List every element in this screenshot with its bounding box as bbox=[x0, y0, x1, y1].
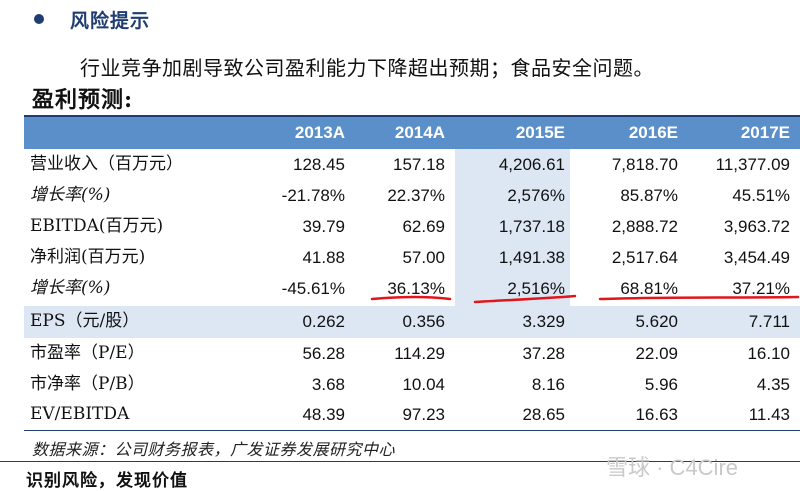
cell: 8.16 bbox=[531, 375, 565, 394]
cell: 37.28 bbox=[522, 344, 565, 363]
row-label: 增长率(%) bbox=[30, 185, 111, 205]
bullet-icon bbox=[34, 14, 44, 24]
row-label: 营业收入（百万元） bbox=[30, 154, 183, 174]
row-label: 增长率(%) bbox=[30, 278, 111, 298]
table-bottom-rule bbox=[24, 430, 800, 431]
row-profit-growth: 增长率(%) -45.61% 36.13% 2,516% 68.81% 37.2… bbox=[0, 273, 800, 304]
cell: 0.356 bbox=[402, 312, 445, 331]
cell: 56.28 bbox=[302, 344, 345, 363]
cell: 45.51% bbox=[732, 186, 790, 205]
cell: -21.78% bbox=[281, 186, 345, 205]
cell: 2,517.64 bbox=[611, 248, 678, 267]
cell: 37.21% bbox=[732, 279, 790, 298]
row-label: EPS（元/股） bbox=[30, 311, 140, 331]
row-label: EBITDA(百万元) bbox=[30, 216, 164, 236]
risk-heading: 风险提示 bbox=[34, 6, 150, 32]
cell: 57.00 bbox=[402, 248, 445, 267]
row-revenue-growth: 增长率(%) -21.78% 22.37% 2,576% 85.87% 45.5… bbox=[0, 180, 800, 211]
row-ev-ebitda: EV/EBITDA 48.39 97.23 28.65 16.63 11.43 bbox=[0, 399, 800, 430]
cell: 16.63 bbox=[635, 405, 678, 424]
cell: 2,516% bbox=[507, 279, 565, 298]
header-2015e: 2015E bbox=[515, 123, 565, 142]
row-pe: 市盈率（P/E） 56.28 114.29 37.28 22.09 16.10 bbox=[0, 338, 800, 369]
cell: 22.37% bbox=[387, 186, 445, 205]
eps-row-band bbox=[24, 306, 800, 338]
cell: 3,963.72 bbox=[723, 217, 790, 236]
cell: 68.81% bbox=[620, 279, 678, 298]
row-label: 市净率（P/B） bbox=[30, 374, 145, 394]
row-label: 市盈率（P/E） bbox=[30, 343, 145, 363]
cell: 39.79 bbox=[302, 217, 345, 236]
cell: 22.09 bbox=[635, 344, 678, 363]
row-revenue: 营业收入（百万元） 128.45 157.18 4,206.61 7,818.7… bbox=[0, 149, 800, 180]
table-top-rule bbox=[24, 115, 800, 117]
header-2014a: 2014A bbox=[394, 123, 445, 142]
table-header-bar bbox=[24, 117, 800, 149]
highlight-column-2015e bbox=[455, 149, 570, 306]
cell: 4,206.61 bbox=[498, 155, 565, 174]
header-2013a: 2013A bbox=[294, 123, 345, 142]
cell: 16.10 bbox=[747, 344, 790, 363]
row-net-profit: 净利润(百万元) 41.88 57.00 1,491.38 2,517.64 3… bbox=[0, 242, 800, 273]
row-label: EV/EBITDA bbox=[30, 404, 130, 424]
cell: 7.711 bbox=[748, 312, 790, 331]
cell: 4.35 bbox=[756, 375, 790, 394]
cell: 157.18 bbox=[393, 155, 445, 174]
cell: 2,888.72 bbox=[611, 217, 678, 236]
cell: 3.68 bbox=[311, 375, 345, 394]
risk-title: 风险提示 bbox=[70, 9, 151, 32]
cell: 114.29 bbox=[394, 344, 445, 363]
cell: 128.45 bbox=[293, 155, 345, 174]
cell: 11.43 bbox=[748, 405, 790, 424]
cell: 62.69 bbox=[402, 217, 445, 236]
footer-slogan: 识别风险，发现价值 bbox=[26, 471, 188, 491]
cell: 3.329 bbox=[522, 312, 565, 331]
cell: 85.87% bbox=[620, 186, 678, 205]
cell: 28.65 bbox=[522, 405, 565, 424]
cell: 3,454.49 bbox=[723, 248, 790, 267]
source-note: 数据来源：公司财务报表，广发证券发展研究中心 bbox=[32, 440, 396, 459]
cell: 41.88 bbox=[302, 248, 345, 267]
risk-text: 行业竞争加剧导致公司盈利能力下降超出预期；食品安全问题。 bbox=[80, 56, 654, 80]
cell: 2,576% bbox=[507, 186, 565, 205]
cell: 1,737.18 bbox=[498, 217, 565, 236]
cell: 0.262 bbox=[302, 312, 345, 331]
cell: 5.96 bbox=[644, 375, 678, 394]
cell: 97.23 bbox=[402, 405, 445, 424]
row-label: 净利润(百万元) bbox=[30, 247, 146, 267]
footer-rule bbox=[0, 461, 800, 462]
watermark: 雪球 · C4Cire bbox=[606, 455, 739, 480]
row-ebitda: EBITDA(百万元) 39.79 62.69 1,737.18 2,888.7… bbox=[0, 211, 800, 242]
cell: 1,491.38 bbox=[498, 248, 565, 267]
row-eps: EPS（元/股） 0.262 0.356 3.329 5.620 7.711 bbox=[0, 306, 800, 337]
header-2016e: 2016E bbox=[628, 123, 678, 142]
cell: -45.61% bbox=[281, 279, 345, 298]
cell: 48.39 bbox=[302, 405, 345, 424]
cell: 7,818.70 bbox=[611, 155, 678, 174]
header-2017e: 2017E bbox=[740, 123, 790, 142]
cell: 5.620 bbox=[635, 312, 678, 331]
cell: 11,377.09 bbox=[715, 155, 790, 174]
cell: 10.04 bbox=[402, 375, 445, 394]
cell: 36.13% bbox=[387, 279, 445, 298]
row-pb: 市净率（P/B） 3.68 10.04 8.16 5.96 4.35 bbox=[0, 369, 800, 400]
section-title: 盈利预测: bbox=[32, 87, 134, 113]
